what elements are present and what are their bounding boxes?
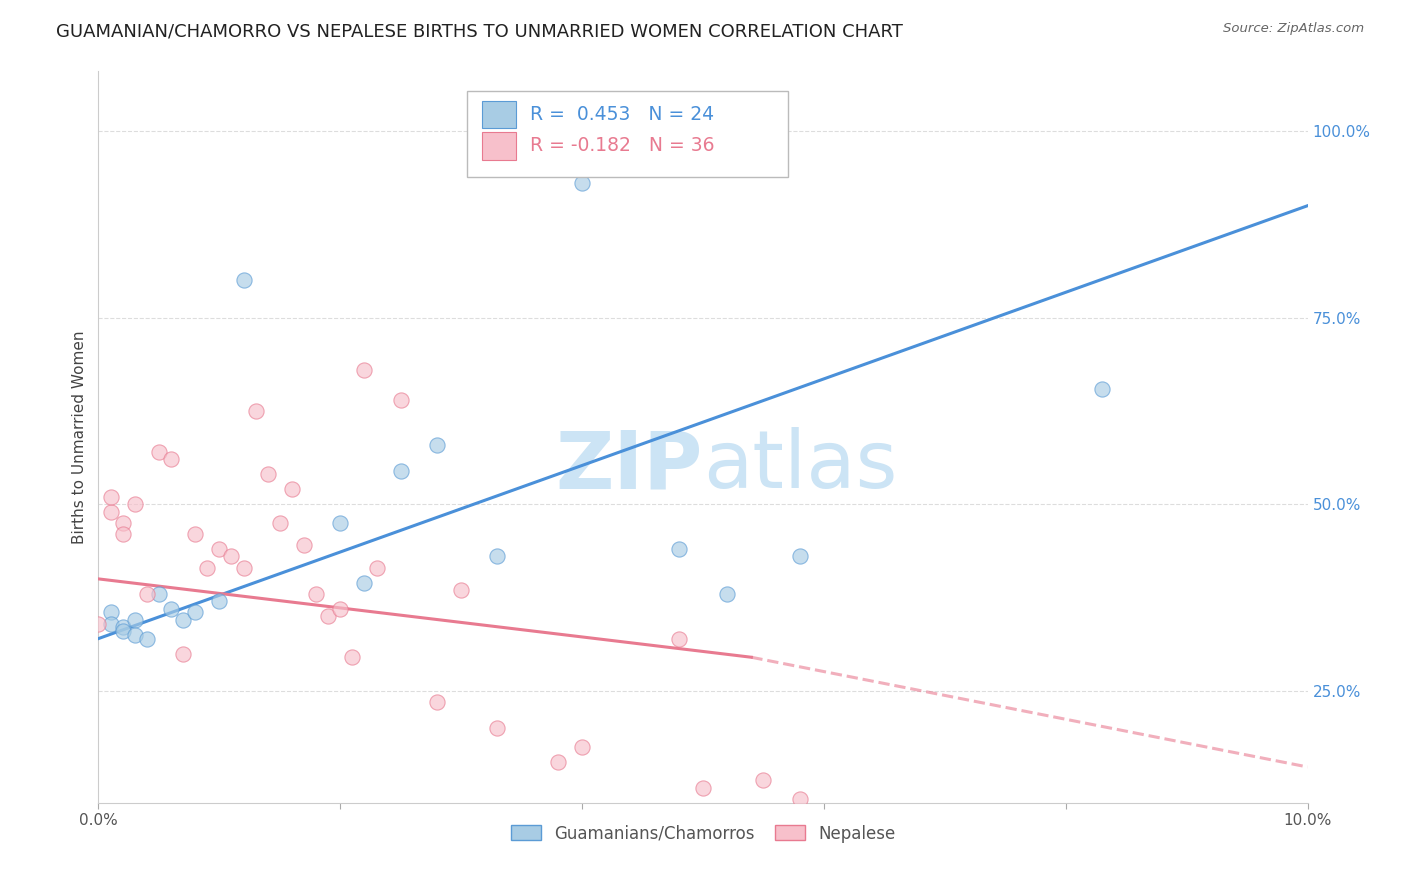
Point <box>100 505 122 519</box>
Point <box>111 624 134 639</box>
Point <box>148 587 170 601</box>
Point <box>789 549 811 564</box>
Point <box>184 606 207 620</box>
Point <box>100 490 122 504</box>
Point <box>668 542 690 557</box>
Point <box>195 560 218 574</box>
Point <box>124 628 146 642</box>
Point <box>389 464 412 478</box>
Point <box>426 437 449 451</box>
Point <box>789 792 811 806</box>
Point <box>184 527 207 541</box>
Point <box>486 721 509 735</box>
Point <box>124 613 146 627</box>
Text: atlas: atlas <box>703 427 897 506</box>
Point <box>208 542 231 557</box>
Point <box>353 575 375 590</box>
Point <box>135 587 157 601</box>
Text: GUAMANIAN/CHAMORRO VS NEPALESE BIRTHS TO UNMARRIED WOMEN CORRELATION CHART: GUAMANIAN/CHAMORRO VS NEPALESE BIRTHS TO… <box>56 22 903 40</box>
Point <box>450 583 472 598</box>
Point <box>571 177 593 191</box>
Point <box>172 647 194 661</box>
Point <box>329 601 352 615</box>
FancyBboxPatch shape <box>467 91 787 178</box>
Point <box>752 773 775 788</box>
Point <box>692 780 714 795</box>
Point <box>111 527 134 541</box>
Point <box>135 632 157 646</box>
Point <box>111 516 134 530</box>
Point <box>232 560 254 574</box>
Point <box>232 273 254 287</box>
Point <box>668 632 690 646</box>
Point <box>100 616 122 631</box>
Point <box>208 594 231 608</box>
Point <box>571 146 593 161</box>
Point <box>172 613 194 627</box>
Legend: Guamanians/Chamorros, Nepalese: Guamanians/Chamorros, Nepalese <box>505 818 901 849</box>
FancyBboxPatch shape <box>482 101 516 128</box>
Point <box>245 404 267 418</box>
Y-axis label: Births to Unmarried Women: Births to Unmarried Women <box>72 330 87 544</box>
Point <box>716 587 738 601</box>
Point <box>342 650 364 665</box>
Point <box>100 606 122 620</box>
Point <box>292 538 315 552</box>
Point <box>486 549 509 564</box>
Point <box>269 516 291 530</box>
Text: R = -0.182   N = 36: R = -0.182 N = 36 <box>530 136 714 155</box>
Point <box>221 549 243 564</box>
Point <box>124 497 146 511</box>
Point <box>256 467 278 482</box>
Text: Source: ZipAtlas.com: Source: ZipAtlas.com <box>1223 22 1364 36</box>
Point <box>111 620 134 634</box>
Point <box>366 560 388 574</box>
Point <box>329 516 352 530</box>
Point <box>1091 382 1114 396</box>
Point <box>571 739 593 754</box>
Point <box>353 363 375 377</box>
Point <box>426 695 449 709</box>
Point <box>389 392 412 407</box>
Point <box>148 445 170 459</box>
Point <box>305 587 328 601</box>
FancyBboxPatch shape <box>482 132 516 160</box>
Point <box>281 483 304 497</box>
Point <box>160 452 183 467</box>
Point <box>87 616 110 631</box>
Point <box>316 609 339 624</box>
Text: ZIP: ZIP <box>555 427 703 506</box>
Point <box>160 601 183 615</box>
Text: R =  0.453   N = 24: R = 0.453 N = 24 <box>530 105 714 124</box>
Point <box>547 755 569 769</box>
